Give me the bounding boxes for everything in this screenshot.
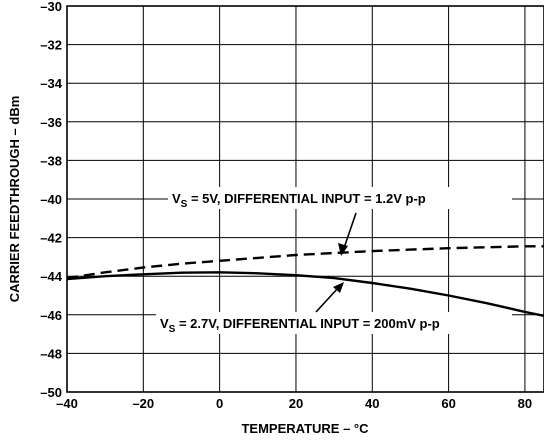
x-tick-label: –40 <box>56 396 78 411</box>
plot-frame <box>66 5 544 393</box>
y-tick-label: –32 <box>40 38 62 53</box>
x-tick-label: 80 <box>518 396 532 411</box>
dashed-series-label: VS = 5V, DIFFERENTIAL INPUT = 1.2V p-p <box>172 191 426 210</box>
x-tick-label: 40 <box>365 396 379 411</box>
y-axis-title: CARRIER FEEDTHROUGH – dBm <box>7 96 22 303</box>
solid-series-label: VS = 2.7V, DIFFERENTIAL INPUT = 200mV p-… <box>160 316 440 335</box>
series-group <box>66 245 544 317</box>
solid-series-arrow <box>315 286 340 313</box>
y-tick-label: –30 <box>40 0 62 14</box>
y-tick-label: –48 <box>40 346 62 361</box>
x-tick-label: 0 <box>216 396 223 411</box>
y-tick-label: –46 <box>40 308 62 323</box>
dashed-series-label-text: = 5V, DIFFERENTIAL INPUT = 1.2V p-p <box>187 191 425 206</box>
solid-series-arrowhead <box>333 282 344 293</box>
dashed-series-label-bg <box>168 187 512 209</box>
y-tick-label: –38 <box>40 153 62 168</box>
y-tick-label: –40 <box>40 192 62 207</box>
y-tick-label: –42 <box>40 231 62 246</box>
x-tick-label: 60 <box>441 396 455 411</box>
solid-series-label-text: = 2.7V, DIFFERENTIAL INPUT = 200mV p-p <box>175 316 439 331</box>
dashed-series-arrow <box>342 212 357 252</box>
dashed-series-label-subscript: S <box>181 199 188 210</box>
y-tick-label: –50 <box>40 385 62 400</box>
y-tick-label: –36 <box>40 115 62 130</box>
series-line-2-7v-solid <box>66 271 544 317</box>
dashed-series-arrowhead <box>338 243 348 256</box>
solid-series-label-subscript: S <box>169 324 176 335</box>
solid-series-label-bg <box>156 312 512 334</box>
tick-labels: –40 –20 0 20 40 60 80 –30 –32 –34 –36 –38 –40 –42 –44 –… <box>40 0 532 411</box>
x-tick-label: –20 <box>132 396 154 411</box>
x-tick-label: 20 <box>289 396 303 411</box>
x-axis-title: TEMPERATURE – °C <box>241 421 369 436</box>
y-tick-label: –34 <box>40 76 62 91</box>
y-tick-label: –44 <box>40 269 62 284</box>
series-line-5v-dashed <box>66 245 544 280</box>
